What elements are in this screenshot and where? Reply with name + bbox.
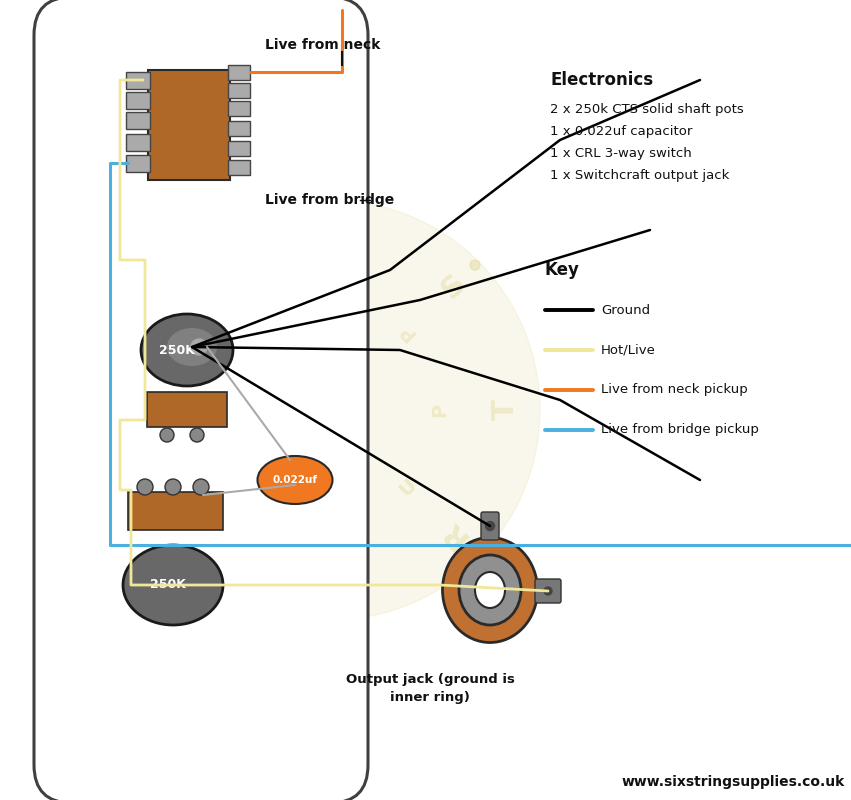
Text: P: P bbox=[396, 321, 420, 344]
Ellipse shape bbox=[258, 456, 333, 504]
Circle shape bbox=[470, 260, 480, 270]
Text: S: S bbox=[436, 268, 471, 304]
Bar bbox=[228, 83, 250, 98]
Ellipse shape bbox=[443, 538, 538, 642]
Circle shape bbox=[544, 587, 552, 595]
Text: 5: 5 bbox=[319, 221, 340, 250]
Text: S: S bbox=[323, 510, 337, 530]
Text: 250K: 250K bbox=[150, 578, 186, 591]
Bar bbox=[147, 392, 227, 427]
Text: S: S bbox=[188, 268, 225, 304]
Text: T: T bbox=[490, 400, 519, 420]
Circle shape bbox=[486, 522, 494, 530]
Text: R: R bbox=[435, 515, 472, 552]
Text: G: G bbox=[140, 398, 169, 422]
Text: 2 x 250k CTS solid shaft pots: 2 x 250k CTS solid shaft pots bbox=[550, 103, 744, 117]
Text: N: N bbox=[187, 514, 226, 553]
Circle shape bbox=[470, 550, 480, 560]
Circle shape bbox=[137, 479, 153, 495]
Bar bbox=[126, 92, 150, 109]
Text: Live from neck: Live from neck bbox=[265, 38, 380, 52]
Ellipse shape bbox=[459, 555, 521, 625]
Ellipse shape bbox=[167, 328, 217, 366]
Circle shape bbox=[180, 260, 190, 270]
Text: S: S bbox=[241, 476, 264, 499]
Text: 1 x CRL 3-way switch: 1 x CRL 3-way switch bbox=[550, 147, 692, 161]
Text: P: P bbox=[431, 403, 449, 417]
Text: Ground: Ground bbox=[601, 303, 650, 317]
Circle shape bbox=[165, 479, 181, 495]
Bar bbox=[126, 134, 150, 151]
Text: Key: Key bbox=[545, 261, 580, 279]
Bar bbox=[228, 141, 250, 156]
Circle shape bbox=[160, 428, 174, 442]
Circle shape bbox=[191, 339, 207, 355]
Text: Output jack (ground is: Output jack (ground is bbox=[346, 674, 515, 686]
Text: www.sixstringsupplies.co.uk: www.sixstringsupplies.co.uk bbox=[622, 775, 845, 789]
Text: 0.022uf: 0.022uf bbox=[272, 475, 317, 485]
Text: Live from bridge: Live from bridge bbox=[265, 193, 394, 207]
Bar bbox=[126, 155, 150, 172]
Bar bbox=[228, 160, 250, 175]
Text: I: I bbox=[243, 323, 261, 342]
Circle shape bbox=[180, 550, 190, 560]
Text: L: L bbox=[324, 290, 336, 310]
Text: Hot/Live: Hot/Live bbox=[601, 343, 656, 357]
Bar bbox=[228, 121, 250, 136]
Circle shape bbox=[120, 200, 540, 620]
Bar bbox=[126, 72, 150, 89]
Bar bbox=[126, 112, 150, 129]
Text: Live from neck pickup: Live from neck pickup bbox=[601, 383, 748, 397]
Text: 250K: 250K bbox=[159, 343, 195, 357]
Circle shape bbox=[190, 428, 204, 442]
FancyBboxPatch shape bbox=[535, 579, 561, 603]
Bar bbox=[148, 70, 230, 180]
Text: 1 x 0.022uf capacitor: 1 x 0.022uf capacitor bbox=[550, 126, 693, 138]
Ellipse shape bbox=[475, 572, 505, 608]
Text: Electronics: Electronics bbox=[550, 71, 653, 89]
Circle shape bbox=[193, 479, 209, 495]
Bar bbox=[128, 492, 223, 530]
Text: inner ring): inner ring) bbox=[390, 690, 470, 703]
Text: I: I bbox=[324, 570, 335, 599]
Text: 1 x Switchcraft output jack: 1 x Switchcraft output jack bbox=[550, 170, 729, 182]
Ellipse shape bbox=[123, 545, 223, 625]
Text: U: U bbox=[396, 475, 420, 500]
Text: E: E bbox=[210, 403, 230, 417]
Ellipse shape bbox=[141, 314, 233, 386]
FancyBboxPatch shape bbox=[34, 0, 368, 800]
Text: Live from bridge pickup: Live from bridge pickup bbox=[601, 423, 759, 437]
Bar bbox=[228, 65, 250, 80]
FancyBboxPatch shape bbox=[481, 512, 499, 540]
Bar bbox=[228, 101, 250, 116]
